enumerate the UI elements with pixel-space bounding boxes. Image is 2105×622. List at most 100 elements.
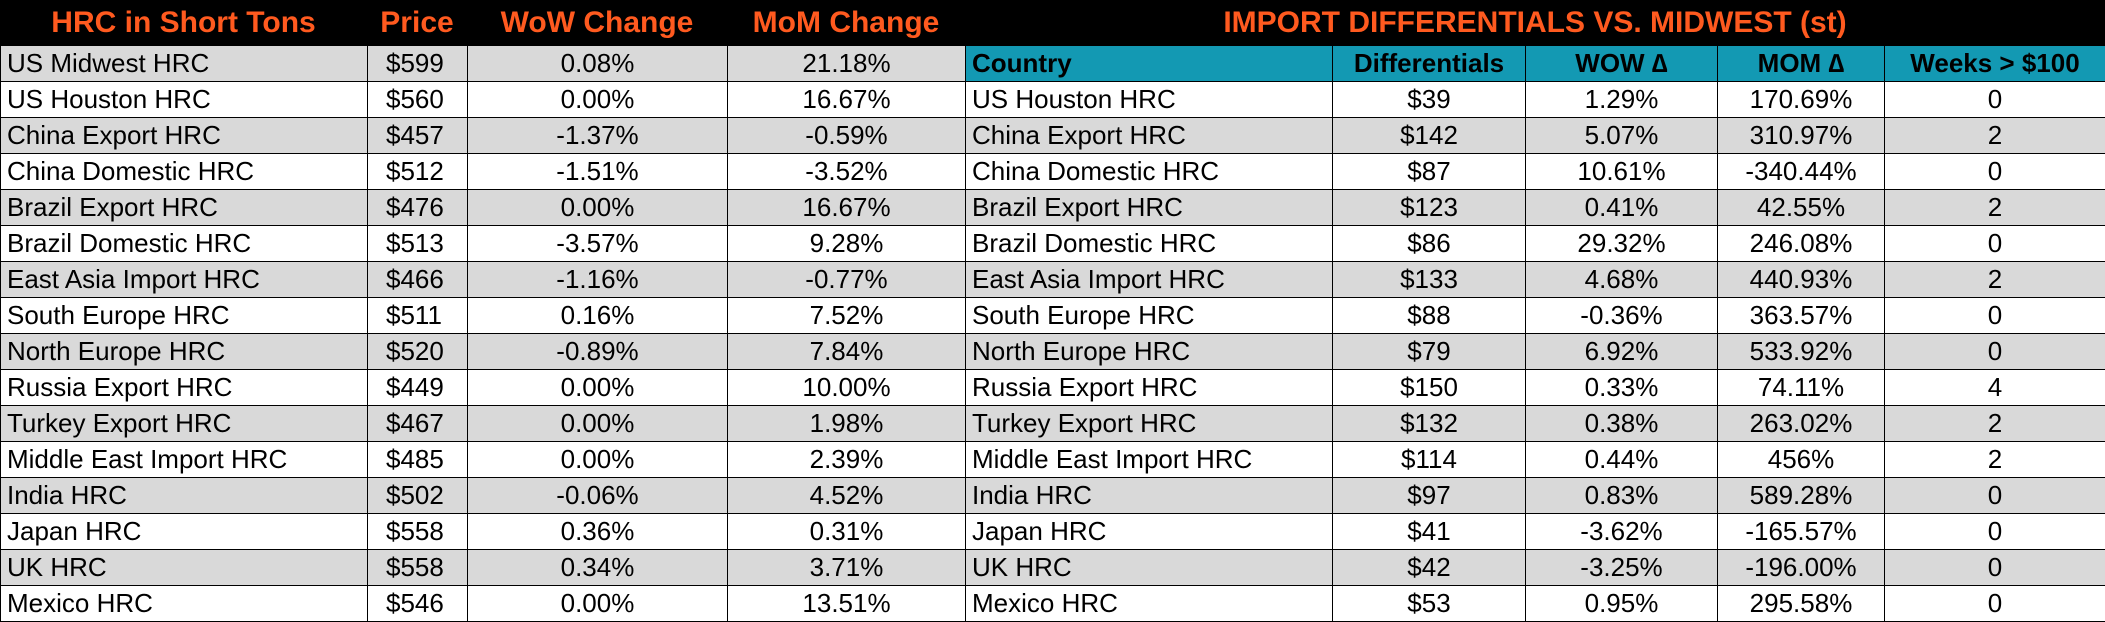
row-price: $467 xyxy=(368,406,468,442)
left-header-price: Price xyxy=(367,0,467,45)
row-name: US Midwest HRC xyxy=(1,46,368,82)
left-header-wow: WoW Change xyxy=(467,0,727,45)
row-wow-delta: 0.33% xyxy=(1526,370,1718,406)
row-price: $599 xyxy=(368,46,468,82)
row-weeks-over-100: 2 xyxy=(1885,118,2105,154)
row-price: $560 xyxy=(368,82,468,118)
row-weeks-over-100: 0 xyxy=(1885,154,2105,190)
row-wow-change: -1.16% xyxy=(468,262,728,298)
row-country: China Export HRC xyxy=(966,118,1333,154)
row-wow-delta: 29.32% xyxy=(1526,226,1718,262)
row-mom-delta: -165.57% xyxy=(1718,514,1885,550)
row-country: Russia Export HRC xyxy=(966,370,1333,406)
row-mom-change: 0.31% xyxy=(728,514,966,550)
row-mom-delta: 533.92% xyxy=(1718,334,1885,370)
row-price: $546 xyxy=(368,586,468,622)
row-price: $457 xyxy=(368,118,468,154)
row-mom-delta: 310.97% xyxy=(1718,118,1885,154)
row-mom-change: -3.52% xyxy=(728,154,966,190)
row-mom-change: -0.77% xyxy=(728,262,966,298)
row-mom-change: 3.71% xyxy=(728,550,966,586)
row-mom-change: 1.98% xyxy=(728,406,966,442)
row-mom-delta: 440.93% xyxy=(1718,262,1885,298)
col-header-wow: WOW ∆ xyxy=(1526,46,1718,82)
table-row: UK HRC$42-3.25%-196.00%0 xyxy=(966,550,2105,586)
row-mom-change: 4.52% xyxy=(728,478,966,514)
row-weeks-over-100: 0 xyxy=(1885,82,2105,118)
row-weeks-over-100: 0 xyxy=(1885,226,2105,262)
row-wow-delta: 5.07% xyxy=(1526,118,1718,154)
left-header-mom: MoM Change xyxy=(727,0,965,45)
row-differential: $142 xyxy=(1333,118,1526,154)
row-name: US Houston HRC xyxy=(1,82,368,118)
row-price: $502 xyxy=(368,478,468,514)
row-wow-change: -1.51% xyxy=(468,154,728,190)
row-weeks-over-100: 0 xyxy=(1885,514,2105,550)
row-name: China Domestic HRC xyxy=(1,154,368,190)
col-header-mom: MOM ∆ xyxy=(1718,46,1885,82)
table-row: China Domestic HRC$512-1.51%-3.52% xyxy=(1,154,966,190)
table-row: Japan HRC$41-3.62%-165.57%0 xyxy=(966,514,2105,550)
row-country: US Houston HRC xyxy=(966,82,1333,118)
row-weeks-over-100: 2 xyxy=(1885,262,2105,298)
row-wow-delta: 0.83% xyxy=(1526,478,1718,514)
row-country: Brazil Domestic HRC xyxy=(966,226,1333,262)
row-country: China Domestic HRC xyxy=(966,154,1333,190)
row-mom-change: 16.67% xyxy=(728,190,966,226)
row-differential: $88 xyxy=(1333,298,1526,334)
table-row: Brazil Domestic HRC$513-3.57%9.28% xyxy=(1,226,966,262)
right-title: IMPORT DIFFERENTIALS VS. MIDWEST (st) xyxy=(965,0,2105,45)
row-differential: $87 xyxy=(1333,154,1526,190)
row-name: Mexico HRC xyxy=(1,586,368,622)
row-wow-change: 0.00% xyxy=(468,82,728,118)
row-weeks-over-100: 2 xyxy=(1885,190,2105,226)
row-country: Japan HRC xyxy=(966,514,1333,550)
row-mom-delta: 456% xyxy=(1718,442,1885,478)
row-name: UK HRC xyxy=(1,550,368,586)
row-mom-change: -0.59% xyxy=(728,118,966,154)
row-weeks-over-100: 0 xyxy=(1885,478,2105,514)
row-name: East Asia Import HRC xyxy=(1,262,368,298)
row-wow-change: 0.00% xyxy=(468,406,728,442)
row-price: $449 xyxy=(368,370,468,406)
row-wow-change: 0.16% xyxy=(468,298,728,334)
row-name: Brazil Domestic HRC xyxy=(1,226,368,262)
row-differential: $53 xyxy=(1333,586,1526,622)
row-country: Brazil Export HRC xyxy=(966,190,1333,226)
row-wow-change: 0.08% xyxy=(468,46,728,82)
row-differential: $41 xyxy=(1333,514,1526,550)
row-mom-change: 7.52% xyxy=(728,298,966,334)
row-price: $476 xyxy=(368,190,468,226)
row-wow-delta: 1.29% xyxy=(1526,82,1718,118)
row-price: $511 xyxy=(368,298,468,334)
row-weeks-over-100: 0 xyxy=(1885,334,2105,370)
row-mom-delta: 295.58% xyxy=(1718,586,1885,622)
row-wow-change: 0.34% xyxy=(468,550,728,586)
row-wow-change: -0.89% xyxy=(468,334,728,370)
row-mom-delta: 363.57% xyxy=(1718,298,1885,334)
row-mom-delta: 589.28% xyxy=(1718,478,1885,514)
row-country: Middle East Import HRC xyxy=(966,442,1333,478)
row-wow-delta: 0.41% xyxy=(1526,190,1718,226)
row-differential: $42 xyxy=(1333,550,1526,586)
row-differential: $133 xyxy=(1333,262,1526,298)
table-row: South Europe HRC$88-0.36%363.57%0 xyxy=(966,298,2105,334)
row-name: India HRC xyxy=(1,478,368,514)
left-header-name: HRC in Short Tons xyxy=(0,0,367,45)
